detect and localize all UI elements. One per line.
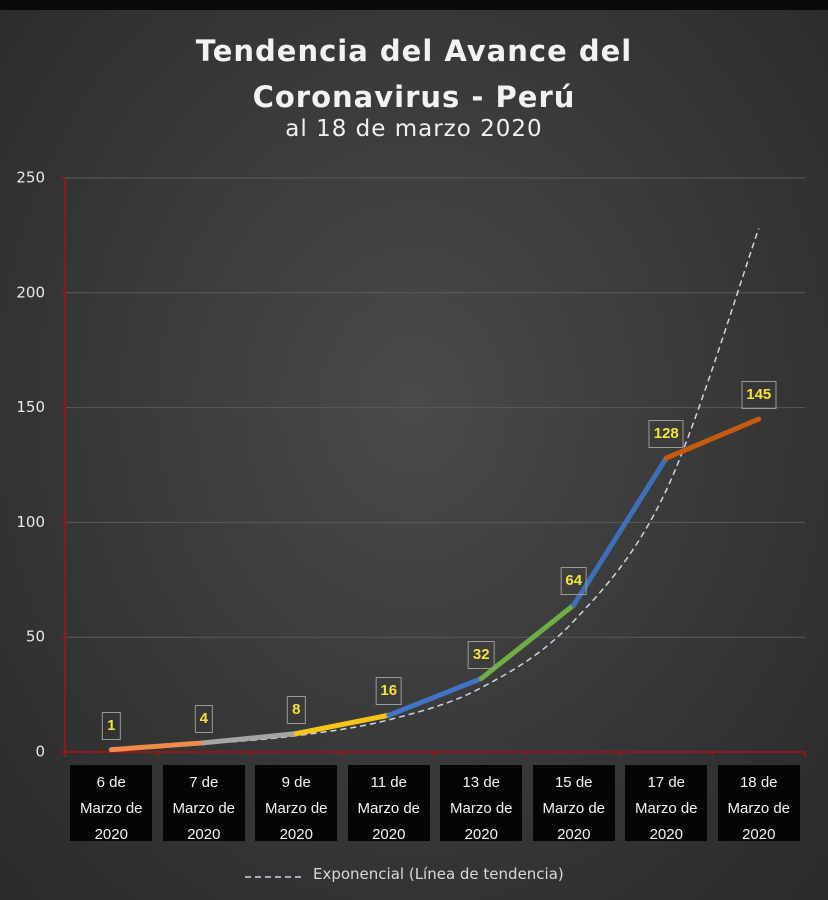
y-tick-label: 50 — [26, 628, 45, 646]
data-label: 32 — [467, 640, 495, 669]
line-segment — [478, 602, 577, 682]
x-tick-label: 6 de Marzo de 2020 — [70, 765, 153, 843]
x-tick-label: 9 de Marzo de 2020 — [255, 765, 338, 843]
x-tick-label: 7 de Marzo de 2020 — [162, 765, 245, 843]
legend-label: Exponencial (Línea de tendencia) — [313, 865, 564, 883]
line-segment — [201, 731, 299, 746]
x-tick-label: 18 de Marzo de 2020 — [717, 765, 800, 843]
x-tick-label: 15 de Marzo de 2020 — [532, 765, 615, 843]
line-segment — [293, 712, 392, 737]
chart-subtitle: al 18 de marzo 2020 — [285, 116, 543, 142]
y-tick-label: 100 — [16, 513, 45, 531]
data-label: 16 — [375, 677, 403, 706]
y-tick-label: 150 — [16, 398, 45, 416]
y-tick-label: 250 — [16, 169, 45, 187]
data-label: 8 — [287, 695, 306, 724]
data-label: 128 — [648, 420, 684, 449]
data-label: 1 — [102, 711, 121, 740]
top-bar — [0, 0, 828, 10]
data-label: 145 — [741, 381, 777, 410]
line-segment — [108, 740, 207, 753]
line-segment — [663, 416, 762, 461]
line-segment — [571, 455, 669, 608]
y-tick-label: 200 — [16, 283, 45, 301]
data-label: 64 — [560, 567, 588, 596]
x-tick-label: 11 de Marzo de 2020 — [347, 765, 430, 843]
x-tick-label: 13 de Marzo de 2020 — [440, 765, 523, 843]
chart-title: Tendencia del Avance del Coronavirus - P… — [195, 34, 633, 114]
line-segment — [386, 676, 484, 718]
trendline — [111, 228, 760, 749]
data-label: 4 — [194, 704, 213, 733]
y-tick-label: 0 — [35, 743, 45, 761]
x-tick-label: 17 de Marzo de 2020 — [625, 765, 708, 843]
